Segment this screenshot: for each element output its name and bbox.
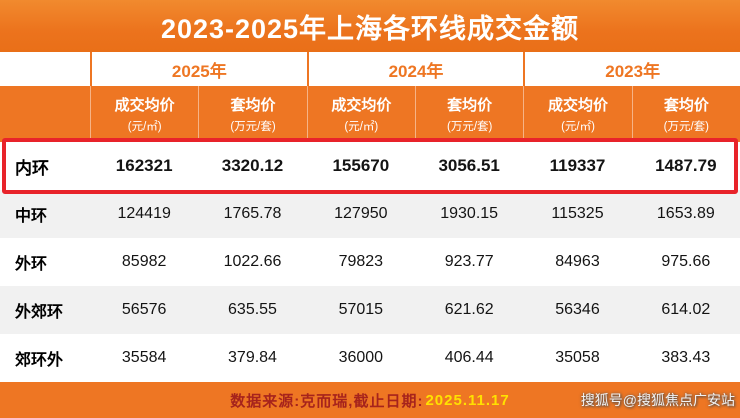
cell-value: 383.43: [661, 349, 711, 366]
table-row-inner-ring: 内环 162321 3320.12 155670 3056.51 119337 …: [0, 138, 740, 194]
header-label: 成交均价: [547, 97, 608, 114]
table-row-middle-ring: 中环 124419 1765.78 127950 1930.15 115325 …: [0, 190, 740, 238]
header-label: 套均价: [230, 97, 276, 114]
row-name: 外郊环: [15, 304, 64, 321]
cell-value: 155670: [332, 156, 390, 175]
header-avg-unit-price-2024: 套均价 (万元/套): [415, 86, 523, 142]
cell-value: 1765.78: [223, 205, 282, 222]
cell-value: 162321: [115, 156, 173, 175]
cell-value: 635.55: [228, 301, 277, 318]
cell-value: 119337: [549, 156, 606, 175]
page-title: 2023-2025年上海各环线成交金额: [0, 0, 740, 52]
cell-value: 36000: [338, 349, 384, 366]
cell-value: 3056.51: [438, 156, 500, 175]
data-cutoff-date: 2025.11.17: [425, 391, 510, 409]
column-header-row: 成交均价 (元/㎡) 套均价 (万元/套) 成交均价 (元/㎡) 套均价 (万元…: [0, 86, 740, 142]
cell-value: 3320.12: [221, 156, 284, 175]
cell-value: 84963: [555, 253, 600, 270]
header-unit: (万元/套): [446, 121, 493, 133]
header-unit: (元/㎡): [561, 121, 595, 133]
header-avg-price-2025: 成交均价 (元/㎡): [90, 86, 198, 142]
header-label: 套均价: [663, 97, 709, 114]
cell-value: 1930.15: [440, 205, 499, 222]
cell-value: 56346: [555, 301, 600, 318]
row-name: 中环: [15, 208, 48, 225]
header-avg-price-2024: 成交均价 (元/㎡): [306, 86, 415, 142]
header-label: 成交均价: [114, 97, 175, 114]
table-row-outer-suburb-ring: 外郊环 56576 635.55 57015 621.62 56346 614.…: [0, 286, 740, 334]
header-label: 成交均价: [331, 97, 392, 114]
cell-value: 1653.89: [656, 205, 715, 222]
cell-value: 124419: [117, 205, 171, 222]
cell-value: 57015: [338, 301, 384, 318]
year-group-2024: 2024年: [306, 52, 524, 86]
header-unit: (元/㎡): [344, 121, 379, 133]
table-row-outer-ring: 外环 85982 1022.66 79823 923.77 84963 975.…: [0, 238, 740, 286]
header-corner-cell: [0, 86, 90, 142]
cell-value: 379.84: [228, 349, 277, 366]
cell-value: 1022.66: [223, 253, 282, 270]
data-source-label: 数据来源:克而瑞,截止日期:: [230, 392, 424, 410]
header-unit: (元/㎡): [127, 121, 162, 133]
row-name: 内环: [15, 158, 49, 178]
year-group-2025: 2025年: [90, 52, 307, 86]
header-avg-price-2023: 成交均价 (元/㎡): [523, 86, 631, 142]
cell-value: 56576: [121, 301, 167, 318]
header-avg-unit-price-2025: 套均价 (万元/套): [198, 86, 306, 142]
year-row-spacer: [0, 52, 90, 86]
header-label: 套均价: [447, 97, 493, 114]
row-name: 外环: [15, 256, 48, 273]
cell-value: 35584: [121, 349, 167, 366]
table-row-beyond-suburb-ring: 郊环外 35584 379.84 36000 406.44 35058 383.…: [0, 334, 740, 382]
cell-value: 35058: [555, 349, 600, 366]
cell-value: 1487.79: [655, 156, 717, 175]
cell-value: 127950: [334, 205, 388, 222]
cell-value: 614.02: [661, 301, 711, 318]
cell-value: 115325: [551, 205, 604, 222]
cell-value: 923.77: [444, 253, 494, 270]
sohu-watermark: 搜狐号@搜狐焦点广安站: [580, 392, 735, 408]
data-source-footer: 数据来源:克而瑞,截止日期: 2025.11.17: [0, 382, 740, 418]
cell-value: 621.62: [444, 301, 494, 318]
cell-value: 85982: [121, 253, 167, 270]
header-unit: (万元/套): [663, 121, 709, 133]
year-group-row: 2025年 2024年 2023年: [0, 52, 740, 86]
cell-value: 79823: [338, 253, 384, 270]
row-name: 郊环外: [15, 352, 64, 369]
year-group-2023: 2023年: [523, 52, 740, 86]
cell-value: 975.66: [661, 253, 711, 270]
cell-value: 406.44: [444, 349, 494, 366]
header-avg-unit-price-2023: 套均价 (万元/套): [631, 86, 740, 142]
header-unit: (万元/套): [230, 121, 276, 133]
